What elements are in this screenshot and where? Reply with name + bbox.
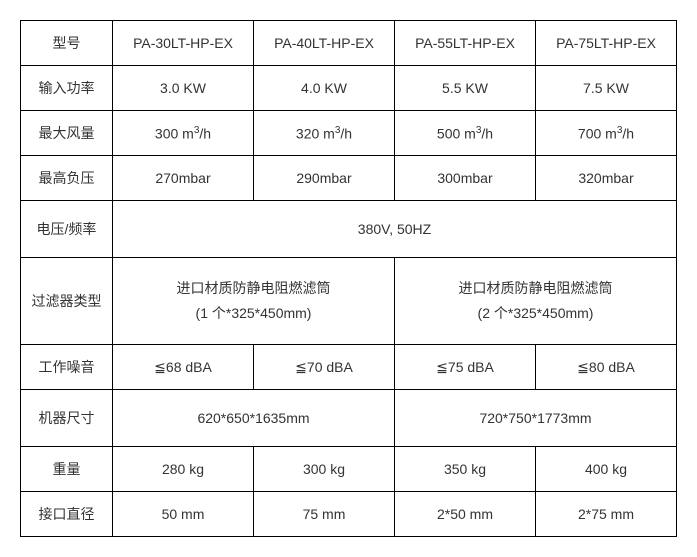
row-max-neg-pressure: 最高负压 270mbar 290mbar 300mbar 320mbar [21,156,677,201]
cell-port-3: 2*75 mm [536,492,677,537]
cell-model-3: PA-75LT-HP-EX [536,21,677,66]
header-weight: 重量 [21,447,113,492]
header-filter-type: 过滤器类型 [21,258,113,345]
row-machine-size: 机器尺寸 620*650*1635mm 720*750*1773mm [21,390,677,447]
header-port-diameter: 接口直径 [21,492,113,537]
cell-pressure-2: 300mbar [395,156,536,201]
cell-power-2: 5.5 KW [395,66,536,111]
header-max-airflow: 最大风量 [21,111,113,156]
cell-airflow-1: 320 m3/h [254,111,395,156]
cell-weight-2: 350 kg [395,447,536,492]
row-max-airflow: 最大风量 300 m3/h 320 m3/h 500 m3/h 700 m3/h [21,111,677,156]
cell-voltage-freq: 380V, 50HZ [113,201,677,258]
row-filter-type: 过滤器类型 进口材质防静电阻燃滤筒 (1 个*325*450mm) 进口材质防静… [21,258,677,345]
cell-airflow-3: 700 m3/h [536,111,677,156]
header-voltage-freq: 电压/频率 [21,201,113,258]
cell-noise-2: ≦75 dBA [395,345,536,390]
header-input-power: 输入功率 [21,66,113,111]
cell-noise-3: ≦80 dBA [536,345,677,390]
header-noise: 工作噪音 [21,345,113,390]
cell-power-3: 7.5 KW [536,66,677,111]
header-machine-size: 机器尺寸 [21,390,113,447]
cell-port-2: 2*50 mm [395,492,536,537]
cell-pressure-0: 270mbar [113,156,254,201]
cell-noise-1: ≦70 dBA [254,345,395,390]
cell-size-left: 620*650*1635mm [113,390,395,447]
row-input-power: 输入功率 3.0 KW 4.0 KW 5.5 KW 7.5 KW [21,66,677,111]
header-max-neg-pressure: 最高负压 [21,156,113,201]
row-model: 型号 PA-30LT-HP-EX PA-40LT-HP-EX PA-55LT-H… [21,21,677,66]
cell-noise-0: ≦68 dBA [113,345,254,390]
cell-port-0: 50 mm [113,492,254,537]
cell-weight-1: 300 kg [254,447,395,492]
row-port-diameter: 接口直径 50 mm 75 mm 2*50 mm 2*75 mm [21,492,677,537]
header-model: 型号 [21,21,113,66]
cell-filter-right: 进口材质防静电阻燃滤筒 (2 个*325*450mm) [395,258,677,345]
cell-weight-0: 280 kg [113,447,254,492]
cell-pressure-3: 320mbar [536,156,677,201]
cell-model-0: PA-30LT-HP-EX [113,21,254,66]
cell-weight-3: 400 kg [536,447,677,492]
cell-power-0: 3.0 KW [113,66,254,111]
spec-table: 型号 PA-30LT-HP-EX PA-40LT-HP-EX PA-55LT-H… [20,20,677,537]
cell-port-1: 75 mm [254,492,395,537]
row-voltage-freq: 电压/频率 380V, 50HZ [21,201,677,258]
row-noise: 工作噪音 ≦68 dBA ≦70 dBA ≦75 dBA ≦80 dBA [21,345,677,390]
cell-filter-left: 进口材质防静电阻燃滤筒 (1 个*325*450mm) [113,258,395,345]
cell-airflow-0: 300 m3/h [113,111,254,156]
cell-size-right: 720*750*1773mm [395,390,677,447]
row-weight: 重量 280 kg 300 kg 350 kg 400 kg [21,447,677,492]
cell-airflow-2: 500 m3/h [395,111,536,156]
cell-pressure-1: 290mbar [254,156,395,201]
cell-power-1: 4.0 KW [254,66,395,111]
cell-model-2: PA-55LT-HP-EX [395,21,536,66]
cell-model-1: PA-40LT-HP-EX [254,21,395,66]
